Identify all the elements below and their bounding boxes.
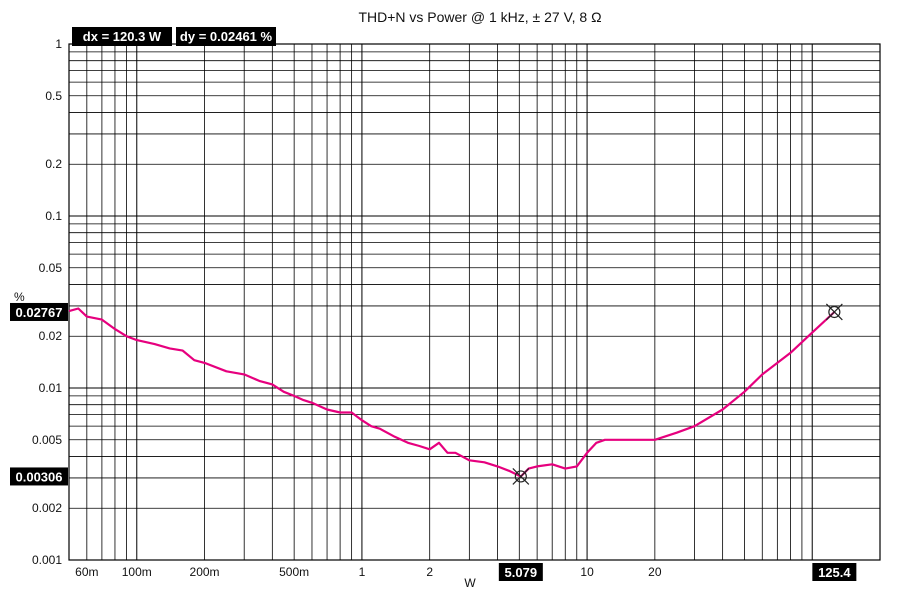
dy-readout: dy = 0.02461 % [180, 29, 273, 44]
cursor-marker-2 [825, 303, 843, 321]
x-tick-labels: 60m 100m 200m 500m 1 2 10 20 [75, 565, 662, 579]
y-tick-label-5: 0.02 [39, 329, 63, 343]
x-tick-label-1: 100m [122, 565, 152, 579]
marker2-x-readout: 125.4 [818, 565, 851, 580]
x-tick-label-0: 60m [75, 565, 98, 579]
x-tick-label-4: 1 [359, 565, 366, 579]
y-tick-label-1: 0.5 [45, 89, 62, 103]
plot-frame [68, 43, 881, 561]
marker1-y-readout-box [10, 467, 68, 486]
marker2-y-readout: 0.02767 [16, 305, 63, 320]
y-tick-labels: 1 0.5 0.2 0.1 0.05 0.02 0.01 0.005 0.002 0.001 [32, 37, 62, 567]
chart-title: THD+N vs Power @ 1 kHz, ± 27 V, 8 Ω [358, 9, 601, 25]
dx-readout-box [72, 27, 172, 46]
x-tick-label-3: 500m [279, 565, 309, 579]
y-axis-label: % [14, 290, 25, 304]
x-tick-label-7: 20 [648, 565, 662, 579]
y-tick-label-7: 0.005 [32, 433, 62, 447]
cursor-marker-1 [512, 468, 530, 485]
dy-readout-box [176, 27, 276, 46]
marker1-x-readout: 5.079 [505, 565, 538, 580]
x-tick-label-5: 2 [426, 565, 433, 579]
x-tick-label-2: 200m [190, 565, 220, 579]
marker1-x-readout-box [498, 563, 543, 581]
y-tick-label-2: 0.2 [45, 157, 62, 171]
x-tick-label-6: 10 [580, 565, 594, 579]
y-tick-label-9: 0.001 [32, 553, 62, 567]
y-tick-label-0: 1 [55, 37, 62, 51]
y-tick-label-3: 0.1 [45, 209, 62, 223]
marker2-y-readout-box [10, 302, 68, 321]
y-tick-label-6: 0.01 [39, 381, 63, 395]
marker1-y-readout: 0.00306 [16, 469, 63, 484]
cursor-markers [512, 303, 843, 485]
marker2-x-readout-box [812, 563, 857, 581]
y-tick-label-4: 0.05 [39, 261, 63, 275]
dx-readout: dx = 120.3 W [83, 29, 162, 44]
y-tick-label-8: 0.002 [32, 501, 62, 515]
x-axis-label: W [464, 576, 476, 590]
grid [69, 43, 880, 561]
thd-series-line [68, 307, 836, 478]
plot-area [69, 44, 880, 560]
